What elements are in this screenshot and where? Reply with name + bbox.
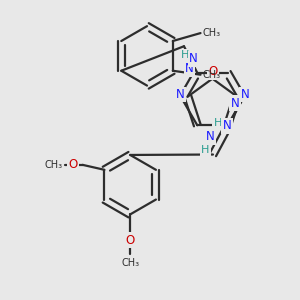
Text: O: O (68, 158, 78, 171)
Text: O: O (126, 234, 135, 247)
Text: H: H (201, 145, 209, 154)
Text: CH₃: CH₃ (202, 28, 220, 38)
Text: CH₃: CH₃ (121, 258, 139, 268)
Text: H: H (214, 118, 222, 128)
Text: N: N (176, 88, 184, 101)
Text: N: N (206, 130, 215, 143)
Text: CH₃: CH₃ (202, 70, 220, 80)
Text: N: N (223, 119, 231, 132)
Text: H: H (181, 50, 190, 60)
Text: O: O (209, 65, 218, 78)
Text: CH₃: CH₃ (45, 160, 63, 170)
Text: N: N (241, 88, 249, 101)
Text: N: N (189, 52, 198, 65)
Text: N: N (230, 97, 239, 110)
Text: N: N (185, 62, 194, 75)
